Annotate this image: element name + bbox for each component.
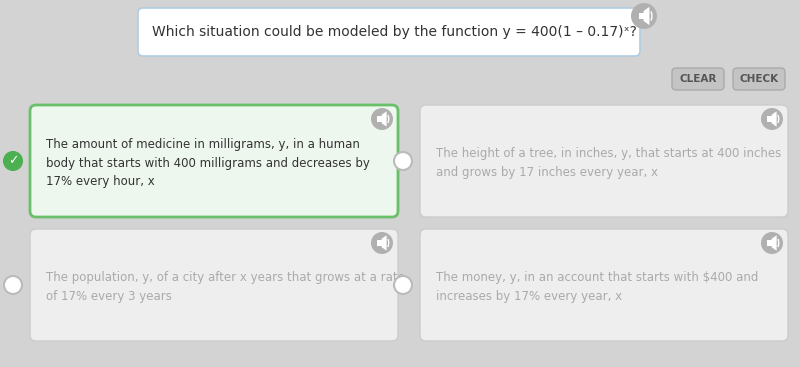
Circle shape [761,232,783,254]
Circle shape [394,276,412,294]
Circle shape [761,108,783,130]
Text: Which situation could be modeled by the function y = 400(1 – 0.17)ˣ?: Which situation could be modeled by the … [152,25,637,39]
Polygon shape [382,111,386,127]
Polygon shape [772,111,777,127]
Text: CHECK: CHECK [739,74,778,84]
Circle shape [4,276,22,294]
Circle shape [371,232,393,254]
Polygon shape [378,116,382,122]
Polygon shape [767,240,772,246]
Text: The height of a tree, in inches, y, that starts at 400 inches
and grows by 17 in: The height of a tree, in inches, y, that… [436,147,782,179]
FancyBboxPatch shape [420,105,788,217]
Circle shape [371,108,393,130]
FancyBboxPatch shape [733,68,785,90]
Text: ✓: ✓ [8,155,18,167]
Circle shape [394,152,412,170]
Text: The population, y, of a city after x years that grows at a rate
of 17% every 3 y: The population, y, of a city after x yea… [46,271,405,303]
Polygon shape [767,116,772,122]
Polygon shape [643,7,650,25]
Polygon shape [638,13,643,19]
Text: The money, y, in an account that starts with $400 and
increases by 17% every yea: The money, y, in an account that starts … [436,271,758,303]
Circle shape [631,3,657,29]
FancyBboxPatch shape [672,68,724,90]
Text: The amount of medicine in milligrams, y, in a human
body that starts with 400 mi: The amount of medicine in milligrams, y,… [46,138,370,188]
Text: CLEAR: CLEAR [679,74,717,84]
Circle shape [4,152,22,170]
Polygon shape [772,235,777,251]
FancyBboxPatch shape [30,229,398,341]
FancyBboxPatch shape [138,8,640,56]
FancyBboxPatch shape [420,229,788,341]
Polygon shape [382,235,386,251]
Polygon shape [378,240,382,246]
FancyBboxPatch shape [30,105,398,217]
